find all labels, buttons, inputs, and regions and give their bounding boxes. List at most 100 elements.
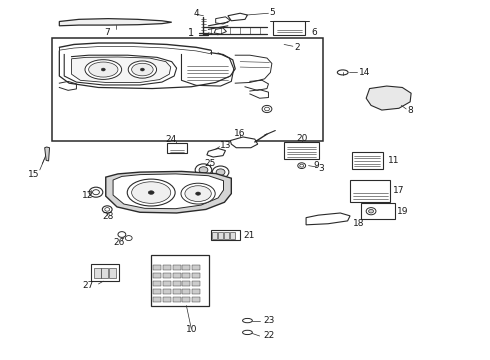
Ellipse shape [141, 68, 145, 71]
Ellipse shape [366, 208, 376, 215]
Text: 9: 9 [314, 161, 319, 170]
Polygon shape [366, 86, 411, 110]
Bar [52, 39, 323, 140]
Bar [167, 143, 187, 153]
Bar [224, 232, 229, 239]
Bar [153, 273, 161, 278]
Ellipse shape [127, 179, 175, 206]
Text: 7: 7 [104, 28, 110, 37]
Bar [230, 232, 235, 239]
Ellipse shape [199, 167, 208, 173]
Bar [94, 267, 101, 278]
Bar [192, 273, 200, 278]
Bar [172, 273, 180, 278]
Bar [151, 255, 209, 306]
Ellipse shape [85, 60, 122, 80]
Bar [192, 281, 200, 286]
Ellipse shape [128, 61, 157, 78]
Polygon shape [230, 137, 258, 148]
Bar [182, 297, 190, 302]
Ellipse shape [265, 107, 270, 111]
Ellipse shape [125, 235, 132, 240]
Bar [211, 230, 240, 240]
Bar [91, 264, 120, 281]
Polygon shape [214, 28, 226, 34]
Ellipse shape [89, 187, 103, 197]
Ellipse shape [243, 319, 252, 323]
Bar [273, 21, 305, 35]
Ellipse shape [337, 70, 348, 75]
Text: 21: 21 [243, 231, 254, 240]
Bar [153, 265, 161, 270]
Polygon shape [228, 13, 247, 21]
Ellipse shape [101, 68, 105, 71]
Ellipse shape [132, 63, 153, 76]
Text: 12: 12 [82, 191, 94, 200]
Text: 28: 28 [102, 212, 114, 221]
Ellipse shape [105, 208, 110, 211]
Ellipse shape [276, 41, 284, 46]
Polygon shape [113, 174, 223, 209]
Ellipse shape [212, 166, 229, 178]
Ellipse shape [243, 330, 252, 334]
Bar [172, 265, 180, 270]
Polygon shape [45, 147, 49, 161]
Bar [163, 281, 171, 286]
Bar [153, 297, 161, 302]
Bar [101, 267, 108, 278]
Text: 15: 15 [28, 170, 40, 179]
Bar [182, 265, 190, 270]
Ellipse shape [185, 186, 211, 202]
Ellipse shape [216, 169, 225, 175]
Ellipse shape [132, 182, 171, 203]
Ellipse shape [148, 191, 154, 194]
Bar [192, 289, 200, 294]
Ellipse shape [298, 163, 306, 168]
Bar [163, 297, 171, 302]
Bar [192, 265, 200, 270]
Text: 14: 14 [359, 68, 371, 77]
Bar [182, 289, 190, 294]
Text: 16: 16 [234, 129, 246, 138]
Bar [182, 281, 190, 286]
Text: 24: 24 [165, 135, 176, 144]
Ellipse shape [93, 190, 99, 195]
Text: 11: 11 [388, 156, 399, 165]
Text: 23: 23 [264, 316, 275, 325]
Ellipse shape [118, 231, 126, 237]
Bar [361, 203, 394, 220]
Ellipse shape [181, 183, 215, 204]
Text: 10: 10 [186, 325, 197, 334]
Ellipse shape [195, 164, 212, 176]
Bar [172, 289, 180, 294]
Polygon shape [106, 171, 231, 213]
Bar [163, 265, 171, 270]
Text: 13: 13 [220, 141, 231, 150]
Text: 8: 8 [407, 105, 413, 114]
Bar [109, 267, 116, 278]
Text: 19: 19 [397, 207, 409, 216]
Bar [153, 281, 161, 286]
Ellipse shape [196, 192, 200, 195]
Text: 25: 25 [204, 159, 216, 168]
Polygon shape [216, 17, 230, 24]
Text: 2: 2 [294, 43, 299, 52]
Text: 17: 17 [392, 186, 404, 195]
Polygon shape [72, 57, 171, 82]
Text: 1: 1 [188, 28, 195, 38]
Text: 18: 18 [352, 219, 364, 228]
Text: 22: 22 [264, 332, 275, 341]
Polygon shape [59, 19, 172, 26]
Ellipse shape [300, 164, 304, 167]
Ellipse shape [102, 206, 112, 213]
Text: 5: 5 [270, 8, 275, 17]
Bar [218, 232, 223, 239]
Bar [284, 142, 319, 159]
Text: 6: 6 [311, 28, 317, 37]
Ellipse shape [262, 105, 272, 113]
Polygon shape [207, 148, 225, 157]
Text: 27: 27 [82, 281, 94, 290]
Bar [163, 289, 171, 294]
Bar [172, 297, 180, 302]
Text: 4: 4 [194, 9, 199, 18]
